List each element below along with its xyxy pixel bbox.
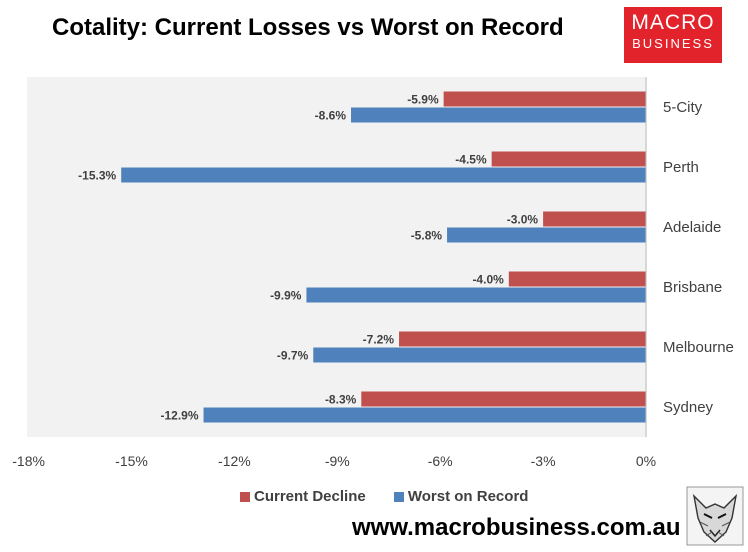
legend-label-current: Current Decline	[254, 488, 366, 505]
data-label: -4.5%	[455, 153, 487, 167]
data-label: -8.6%	[315, 109, 347, 123]
x-tick-label: -12%	[218, 453, 251, 469]
category-label: Brisbane	[663, 279, 722, 296]
x-tick-label: 0%	[636, 453, 656, 469]
data-label: -15.3%	[78, 169, 116, 183]
data-label: -7.2%	[363, 333, 395, 347]
data-label: -9.7%	[277, 349, 309, 363]
bar-worst-melbourne	[313, 347, 646, 363]
category-label: Melbourne	[663, 339, 734, 356]
x-tick-label: -18%	[12, 453, 45, 469]
logo-line-1: MACRO	[631, 11, 715, 34]
data-label: -5.8%	[411, 229, 443, 243]
bar-current-melbourne	[399, 331, 646, 347]
legend-swatch-current	[240, 492, 250, 503]
legend-swatch-worst	[393, 492, 404, 503]
wolf-mascot-icon	[686, 486, 744, 546]
bar-current-adelaide	[543, 211, 646, 227]
legend-label-worst: Worst on Record	[407, 488, 529, 505]
legend: Current Decline Worst on Record	[240, 488, 552, 505]
bar-worst-sydney	[203, 407, 646, 423]
x-tick-label: -6%	[428, 453, 453, 469]
bar-current-sydney	[361, 391, 646, 407]
category-label: Perth	[663, 159, 699, 176]
bar-chart: -5.9% -8.6% -4.5% -15.3% -3.0% -5.8% -4.0% -9.9…	[12, 77, 734, 469]
data-label: -5.9%	[407, 93, 439, 107]
category-label: Sydney	[663, 399, 714, 416]
chart-title: Cotality: Current Losses vs Worst on Rec…	[52, 14, 564, 41]
macrobusiness-logo: MACRO BUSINESS	[624, 7, 722, 63]
category-label: Adelaide	[663, 219, 721, 236]
website-url: www.macrobusiness.com.au	[352, 514, 681, 541]
legend-item-worst: Worst on Record	[393, 488, 529, 505]
bar-current-brisbane	[508, 271, 646, 287]
bar-worst-brisbane	[306, 287, 646, 303]
x-tick-label: -3%	[531, 453, 556, 469]
bar-worst-adelaide	[447, 227, 646, 243]
legend-item-current: Current Decline	[240, 488, 366, 505]
logo-line-2: BUSINESS	[632, 36, 714, 51]
data-label: -12.9%	[160, 409, 198, 423]
data-label: -4.0%	[472, 273, 504, 287]
data-label: -8.3%	[325, 393, 357, 407]
data-label: -3.0%	[507, 213, 539, 227]
category-label: 5-City	[663, 99, 703, 116]
plot-area	[27, 77, 647, 437]
bar-worst-5-city	[351, 107, 646, 123]
x-tick-label: -9%	[325, 453, 350, 469]
bar-current-5-city	[443, 91, 646, 107]
bar-worst-perth	[121, 167, 646, 183]
bar-current-perth	[491, 151, 646, 167]
x-tick-label: -15%	[115, 453, 148, 469]
data-label: -9.9%	[270, 289, 302, 303]
